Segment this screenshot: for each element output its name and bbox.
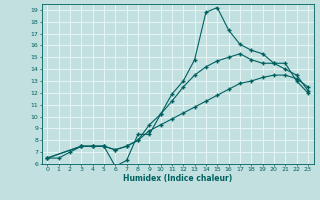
X-axis label: Humidex (Indice chaleur): Humidex (Indice chaleur) xyxy=(123,174,232,183)
